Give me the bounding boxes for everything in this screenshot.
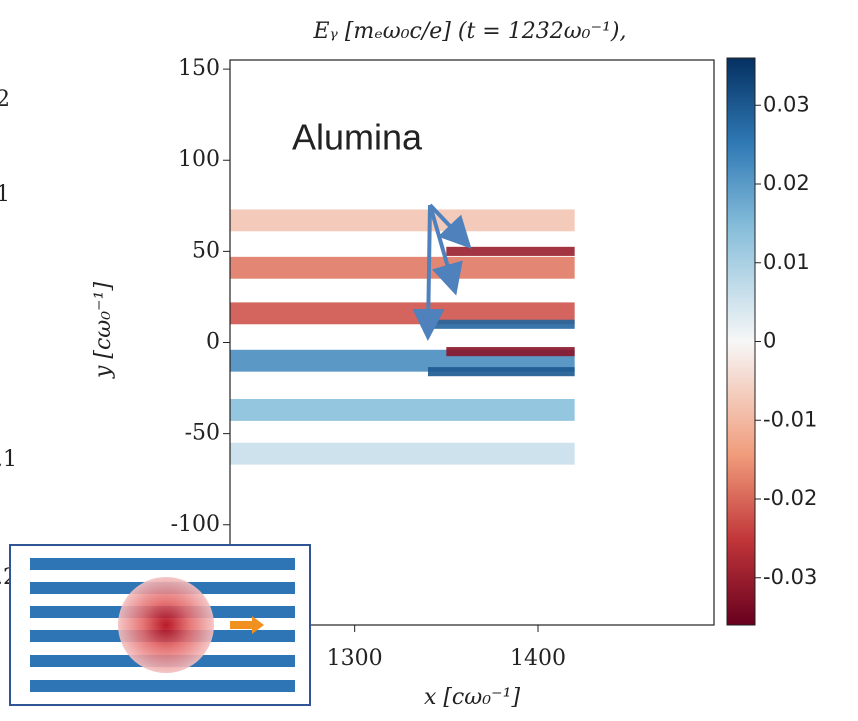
y-tick-label: 0	[206, 330, 220, 355]
cropped-label: 1	[0, 182, 10, 207]
y-tick-label: 50	[192, 238, 220, 263]
cropped-label: 2	[0, 87, 10, 112]
field-stripe	[230, 209, 575, 232]
cropped-label: .1	[0, 447, 17, 472]
annotation-arrows	[412, 203, 472, 341]
colorbar-tick-label: -0.02	[763, 486, 817, 510]
y-tick-label: 150	[178, 56, 220, 81]
y-axis-label: y [cω₀⁻¹]	[91, 282, 116, 380]
field-stripe	[230, 256, 575, 279]
inset-diagram	[9, 544, 311, 706]
field-stripe	[446, 347, 575, 357]
x-tick-label: 1300	[327, 646, 383, 671]
annotation: Alumina	[292, 117, 423, 158]
colorbar	[726, 57, 756, 626]
field-stripe	[446, 246, 575, 256]
colorbar-tick-label: -0.01	[763, 407, 817, 431]
y-tick-label: -100	[171, 512, 220, 537]
y-tick-label: 100	[178, 147, 220, 172]
field-stripe	[230, 399, 575, 421]
field-stripe	[428, 367, 575, 377]
x-axis-label: x [cω₀⁻¹]	[424, 685, 520, 710]
colorbar-tick-label: 0.01	[763, 250, 810, 274]
colorbar-tick-label: 0.03	[763, 92, 810, 116]
field-stripe	[230, 442, 575, 465]
chart-title: Eᵧ [mₑω₀c/e] (t = 1232ω₀⁻¹),	[313, 19, 627, 44]
colorbar-tick-label: 0	[763, 329, 776, 353]
colorbar-tick-label: 0.02	[763, 171, 810, 195]
x-tick-label: 1400	[510, 646, 566, 671]
y-tick-label: -50	[185, 421, 220, 446]
field-stripe	[428, 319, 575, 329]
colorbar-tick-label: -0.03	[763, 565, 817, 589]
field-stripe	[230, 302, 575, 325]
